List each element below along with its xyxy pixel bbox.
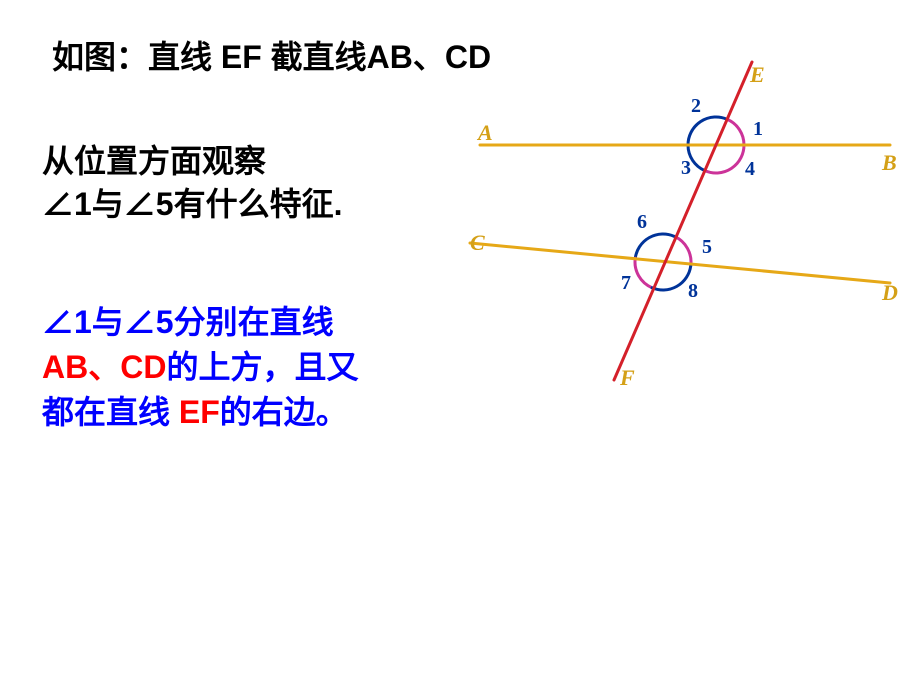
svg-text:4: 4 bbox=[745, 158, 755, 180]
svg-text:F: F bbox=[619, 365, 635, 390]
answer-part2b: 的上方，且又 bbox=[166, 349, 358, 385]
diagram-lines bbox=[470, 62, 890, 380]
answer-part3b: EF bbox=[179, 394, 220, 430]
svg-text:8: 8 bbox=[688, 280, 698, 302]
diagram-labels: A B C D E F 1 2 3 4 5 6 7 8 bbox=[470, 62, 898, 390]
svg-text:C: C bbox=[470, 230, 485, 255]
slide: 如图：直线 EF 截直线AB、CD 从位置方面观察 ∠1与∠5有什么特征. ∠1… bbox=[0, 0, 920, 690]
svg-text:E: E bbox=[749, 62, 765, 87]
question-text: 从位置方面观察 ∠1与∠5有什么特征. bbox=[42, 140, 343, 226]
svg-text:2: 2 bbox=[691, 95, 701, 117]
svg-text:3: 3 bbox=[681, 157, 691, 179]
answer-part2a: AB、CD bbox=[42, 349, 166, 385]
svg-text:A: A bbox=[476, 120, 493, 145]
svg-text:6: 6 bbox=[637, 211, 647, 233]
geometry-diagram: A B C D E F 1 2 3 4 5 6 7 8 bbox=[450, 50, 910, 410]
question-line2: ∠1与∠5有什么特征. bbox=[42, 183, 343, 226]
svg-text:7: 7 bbox=[621, 272, 631, 294]
svg-text:5: 5 bbox=[702, 236, 712, 258]
svg-text:D: D bbox=[881, 280, 898, 305]
svg-text:B: B bbox=[881, 150, 897, 175]
answer-part3a: 都在直线 bbox=[42, 394, 179, 430]
diagram-svg: A B C D E F 1 2 3 4 5 6 7 8 bbox=[450, 50, 910, 410]
title-text: 如图：直线 EF 截直线AB、CD bbox=[52, 32, 491, 78]
answer-part1: ∠1与∠5分别在直线 bbox=[42, 304, 334, 340]
answer-text: ∠1与∠5分别在直线 AB、CD的上方，且又 都在直线 EF的右边。 bbox=[42, 300, 358, 434]
answer-part3c: 的右边。 bbox=[220, 394, 348, 430]
question-line1: 从位置方面观察 bbox=[42, 140, 343, 183]
svg-text:1: 1 bbox=[753, 118, 763, 140]
